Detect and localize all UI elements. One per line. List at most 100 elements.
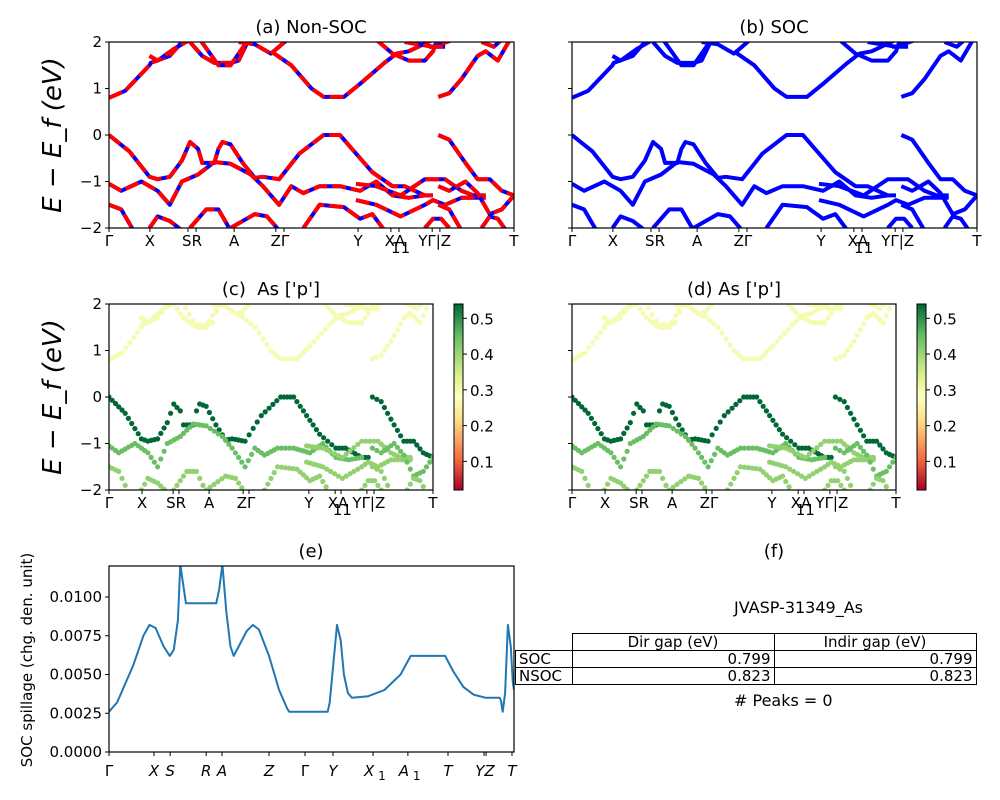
projection-point (792, 442, 798, 448)
projection-point (119, 407, 125, 413)
panel-c-title: (c) As ['p'] (222, 279, 320, 300)
band-line-soc (651, 42, 713, 65)
projection-point (724, 487, 731, 490)
band-line-soc (818, 177, 949, 198)
cell-indir-gap: 0.823 (773, 667, 977, 685)
projection-point (614, 459, 621, 465)
x-tick-label: ZΓ (734, 232, 753, 250)
projection-point (210, 416, 216, 422)
projection-point (278, 356, 284, 362)
x-tick-label: A (204, 494, 215, 512)
projection-point (374, 447, 380, 454)
projection-point (374, 354, 380, 360)
projection-point (734, 470, 740, 476)
x-tick-label: Z (263, 762, 275, 780)
projection-point (122, 410, 128, 416)
projection-point (335, 453, 341, 459)
projection-point (135, 431, 141, 437)
projection-point (417, 478, 423, 484)
projection-point (838, 482, 844, 488)
projection-point (770, 417, 776, 423)
band-line-nonsoc (238, 42, 288, 56)
projection-point (206, 318, 212, 324)
projection-point (391, 440, 397, 447)
projection-point (760, 403, 766, 409)
projection-point (874, 313, 880, 319)
panel-e-title: (e) (298, 541, 323, 562)
projection-point (174, 306, 180, 312)
projection-point (347, 471, 353, 477)
projection-point (674, 481, 680, 487)
y-tick-label: 0 (92, 126, 102, 144)
projection-point (598, 431, 604, 437)
projection-point (377, 304, 383, 306)
x-tick-label: 11 (391, 239, 410, 257)
x-tick-label: X (600, 494, 610, 512)
projection-point (877, 306, 883, 312)
projection-point (417, 446, 423, 452)
projection-point (388, 416, 394, 422)
projection-point (155, 436, 161, 442)
projection-point (618, 464, 624, 470)
projection-point (375, 482, 381, 488)
projection-point (828, 454, 834, 460)
projection-point (180, 430, 187, 436)
projection-point (729, 405, 735, 411)
x-tick-label: SR (166, 494, 186, 512)
projection-point (737, 445, 744, 451)
band-lines (109, 42, 514, 228)
projection-point (837, 396, 843, 402)
projection-point (330, 309, 336, 315)
projection-point (640, 310, 646, 316)
projection-point (745, 356, 751, 362)
projection-point (814, 445, 820, 451)
projection-point (621, 483, 627, 489)
y-tick-label: 0 (92, 388, 102, 406)
band-line-soc (692, 212, 743, 228)
colorbar-tick-label: 0.3 (470, 382, 494, 400)
projection-point (138, 487, 144, 490)
projection-point (867, 487, 873, 490)
panel-e-ylabel: SOC spillage (chg. den. unit) (18, 553, 36, 768)
projection-point (417, 320, 423, 326)
projection-point (788, 438, 794, 444)
projection-point (274, 398, 280, 404)
projection-point (142, 481, 148, 487)
projection-point (760, 353, 766, 359)
projection-point (717, 419, 723, 425)
x-tick-label: 11 (854, 239, 873, 257)
band-line-nonsoc (229, 212, 280, 228)
projection-point (207, 425, 213, 432)
x-tick-label: XA (385, 232, 406, 250)
projection-point (323, 484, 329, 490)
projection-point (883, 313, 889, 319)
projection-point (236, 454, 242, 460)
projection-point (248, 321, 254, 327)
projection-point (841, 487, 847, 490)
projection-point (851, 338, 857, 344)
x-tick-label: YZ (475, 762, 495, 780)
projection-point (122, 482, 128, 488)
projection-point (350, 304, 356, 309)
band-line-nonsoc (355, 195, 486, 219)
projection-point (346, 310, 352, 316)
x-tick-label: X (363, 762, 375, 780)
projection-point (161, 486, 167, 490)
projection-point (236, 310, 242, 316)
projection-point (618, 480, 624, 486)
projection-point (621, 456, 627, 462)
projection-point (822, 454, 828, 460)
projection-point (783, 445, 789, 451)
projection-point (880, 304, 886, 308)
cell-indir-gap: 0.799 (773, 650, 977, 668)
projection-point (592, 420, 598, 427)
projection-point (213, 422, 219, 428)
projection-point (407, 481, 413, 487)
band-line-soc (886, 216, 914, 228)
projection-point (372, 478, 378, 484)
projection-point (783, 440, 789, 447)
projection-point (239, 459, 245, 465)
projection-point (423, 306, 430, 312)
